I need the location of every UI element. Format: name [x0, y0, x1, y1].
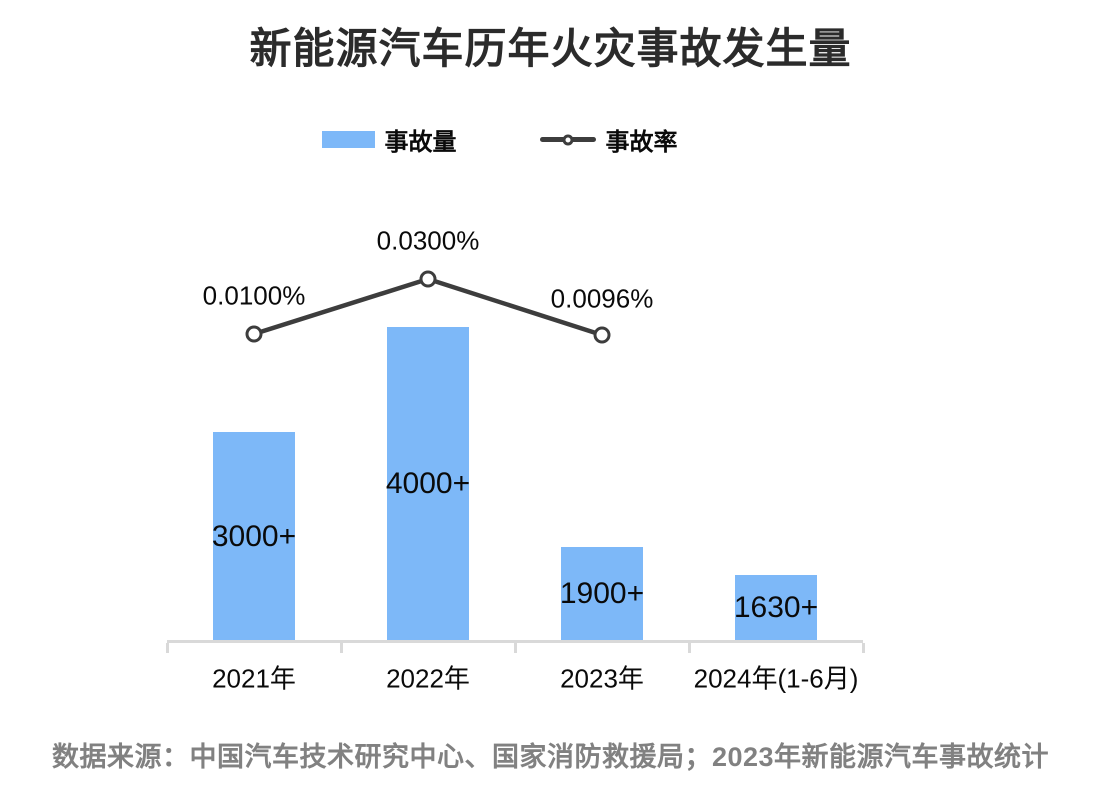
- x-axis-line: [167, 640, 863, 643]
- rate-value-label: 0.0100%: [202, 280, 306, 311]
- x-axis-tick: [340, 643, 343, 653]
- line-marker-dot-icon: [562, 134, 573, 145]
- x-axis-label: 2021年: [212, 663, 296, 694]
- data-source-note: 数据来源：中国汽车技术研究中心、国家消防救援局；2023年新能源汽车事故统计: [51, 742, 1050, 772]
- x-axis-tick: [166, 643, 169, 653]
- x-axis-tick: [688, 643, 691, 653]
- legend-item-accident-rate: 事故率: [539, 122, 678, 157]
- x-axis-label: 2024年(1-6月): [693, 663, 859, 694]
- bar-2021年: [213, 432, 295, 641]
- bar-swatch-icon: [321, 131, 375, 148]
- bar-value-label: 1630+: [733, 591, 819, 624]
- legend-label-accident-count: 事故量: [384, 129, 457, 156]
- bar-2024年(1-6月): [735, 575, 817, 641]
- rate-value-label: 0.0096%: [550, 283, 654, 314]
- rate-line-marker: [245, 325, 263, 343]
- rate-line-marker: [593, 326, 611, 344]
- legend-item-accident-count: 事故量: [321, 122, 457, 157]
- bar-2022年: [387, 327, 469, 641]
- rate-line-marker: [419, 270, 437, 288]
- x-axis-tick: [514, 643, 517, 653]
- rate-value-label: 0.0300%: [376, 225, 480, 256]
- line-marker-icon: [539, 134, 596, 145]
- bar-value-label: 4000+: [385, 467, 471, 500]
- legend: 事故量 事故率: [0, 122, 1050, 157]
- legend-label-accident-rate: 事故率: [605, 129, 678, 156]
- bar-value-label: 1900+: [559, 577, 645, 610]
- chart-title: 新能源汽车历年火灾事故发生量: [249, 25, 852, 72]
- x-axis-label: 2023年: [560, 663, 644, 694]
- x-axis-label: 2022年: [386, 663, 470, 694]
- x-axis-tick: [862, 643, 865, 653]
- bar-2023年: [561, 547, 643, 641]
- bar-value-label: 3000+: [211, 520, 297, 553]
